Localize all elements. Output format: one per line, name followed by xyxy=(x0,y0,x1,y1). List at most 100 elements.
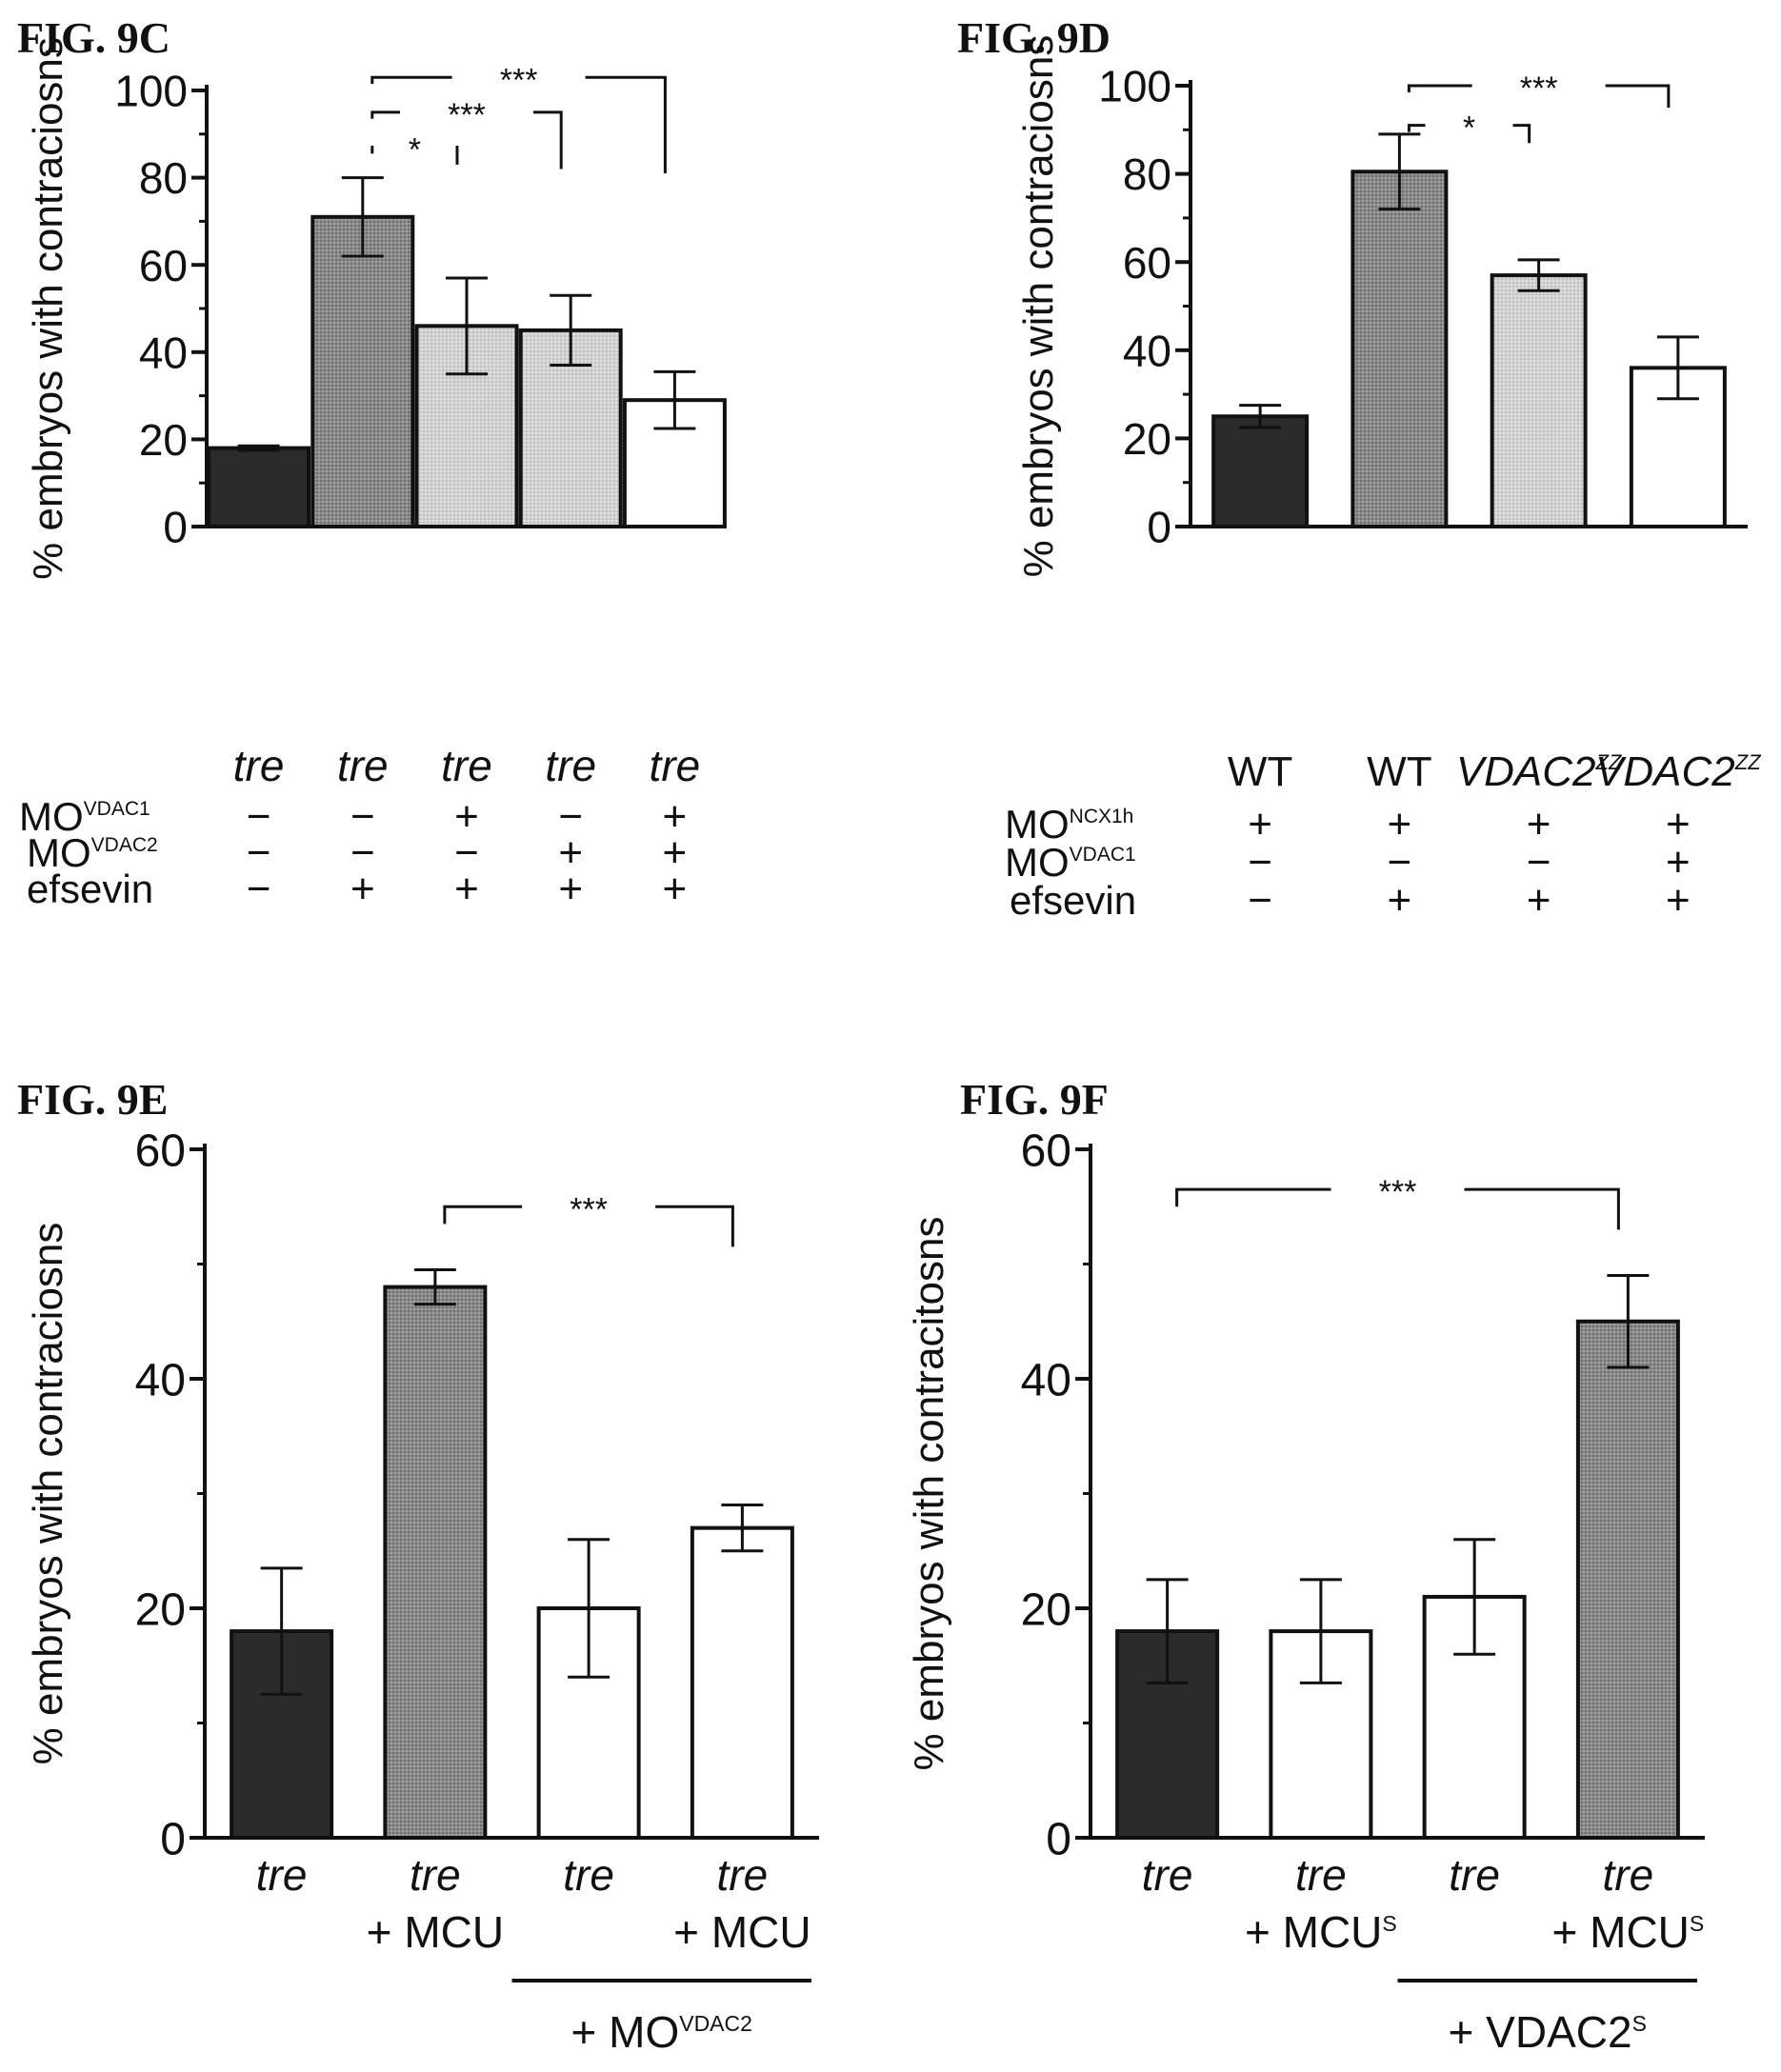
y-axis-label: % embryos with contraciosns xyxy=(25,37,71,580)
significance-bracket xyxy=(370,110,400,119)
condition-sign: + xyxy=(1527,801,1551,847)
significance-bracket xyxy=(455,146,459,165)
y-axis-label: % embryos with contracitosns xyxy=(906,1217,952,1771)
bar xyxy=(1351,169,1449,528)
bar xyxy=(1490,273,1588,528)
significance-label: *** xyxy=(1379,1174,1417,1210)
condition-sign: − xyxy=(350,793,375,840)
significance-bracket xyxy=(370,75,452,85)
condition-row-label: MOVDAC1 xyxy=(19,794,150,839)
x-tick-label: VDAC2ZZ xyxy=(1595,748,1762,795)
condition-sign: + xyxy=(663,829,688,876)
significance-label: * xyxy=(1463,110,1475,147)
y-tick-label: 20 xyxy=(1123,414,1171,464)
significance-label: *** xyxy=(500,62,538,98)
condition-sign: + xyxy=(1388,801,1412,847)
significance-bracket xyxy=(1605,84,1671,109)
significance-bracket xyxy=(585,75,667,174)
condition-row-label: efsevin xyxy=(1010,878,1136,923)
x-tick-label: tre xyxy=(441,741,492,790)
significance-bracket xyxy=(655,1205,734,1247)
x-tick-label: tre xyxy=(717,1850,769,1900)
condition-sign: − xyxy=(350,829,375,876)
condition-sign: + xyxy=(1248,801,1272,847)
bar xyxy=(690,1525,794,1841)
condition-sign: + xyxy=(558,829,583,876)
panel-label: FIG. 9D xyxy=(957,13,1111,62)
y-tick-label: 40 xyxy=(135,1355,186,1405)
panel-label: FIG. 9C xyxy=(17,13,170,62)
x-tick-label: WT xyxy=(1367,748,1431,795)
x-tick-label: tre xyxy=(1603,1850,1654,1900)
significance-bracket xyxy=(1512,124,1531,144)
significance-label: *** xyxy=(448,97,486,133)
significance-label: *** xyxy=(1520,70,1558,107)
condition-sign: − xyxy=(1527,839,1551,886)
x-tick-sublabel: + MCUS xyxy=(1552,1907,1705,1957)
y-tick-label: 0 xyxy=(160,1814,186,1864)
y-tick-label: 60 xyxy=(139,241,188,290)
bar xyxy=(230,1629,334,1840)
y-tick-label: 60 xyxy=(1021,1126,1071,1176)
y-tick-label: 40 xyxy=(1021,1355,1071,1405)
condition-sign: − xyxy=(1248,839,1272,886)
panel-fig-9f: FIG. 9F % embryos with contracitosns 0 20 40… xyxy=(906,1075,1705,2057)
x-tick-sublabel: + MCU xyxy=(367,1907,504,1957)
bar xyxy=(207,446,311,528)
panel-fig-9d: FIG. 9D% embryos with contraciosns 0 20 40 6… xyxy=(957,13,1762,924)
condition-sign: − xyxy=(1248,877,1272,924)
y-tick-label: 40 xyxy=(1123,326,1171,375)
y-tick-label: 60 xyxy=(1123,238,1171,288)
significance-label: * xyxy=(409,132,421,169)
y-tick-label: 20 xyxy=(1021,1584,1071,1635)
x-tick-label: tre xyxy=(650,741,701,790)
condition-sign: − xyxy=(558,793,583,840)
y-tick-label: 40 xyxy=(139,328,188,377)
condition-sign: − xyxy=(1388,839,1412,886)
condition-row-label: MOVDAC1 xyxy=(1005,840,1136,885)
condition-sign: + xyxy=(663,793,688,840)
y-tick-label: 20 xyxy=(139,415,188,465)
x-tick-label: tre xyxy=(256,1850,308,1900)
condition-row-label: MONCX1h xyxy=(1005,802,1133,847)
x-tick-label: tre xyxy=(233,741,285,790)
y-axis-label: % embryos with contraciosns xyxy=(25,1223,71,1765)
condition-sign: + xyxy=(1666,801,1691,847)
y-tick-label: 60 xyxy=(135,1126,186,1176)
x-tick-label: tre xyxy=(563,1850,614,1900)
condition-sign: + xyxy=(558,866,583,912)
significance-bracket xyxy=(443,1205,523,1225)
condition-sign: + xyxy=(663,866,688,912)
condition-sign: + xyxy=(1666,839,1691,886)
x-tick-label: tre xyxy=(545,741,596,790)
condition-row-label: efsevin xyxy=(27,867,153,911)
condition-sign: − xyxy=(247,829,271,876)
x-tick-sublabel: + MCU xyxy=(673,1907,810,1957)
x-tick-label: tre xyxy=(337,741,389,790)
bar xyxy=(310,214,415,528)
condition-sign: + xyxy=(454,793,479,840)
condition-sign: + xyxy=(350,866,375,912)
significance-bracket xyxy=(1175,1187,1331,1207)
x-tick-label: tre xyxy=(1142,1850,1193,1900)
panel-label: FIG. 9E xyxy=(17,1075,168,1124)
bar xyxy=(383,1285,488,1840)
bar xyxy=(1575,1319,1680,1840)
y-tick-label: 100 xyxy=(114,67,188,116)
y-tick-label: 0 xyxy=(1046,1814,1071,1864)
y-tick-label: 0 xyxy=(1147,503,1171,552)
panel-label: FIG. 9F xyxy=(960,1075,1109,1124)
y-tick-label: 20 xyxy=(135,1584,186,1635)
y-tick-label: 80 xyxy=(139,153,188,203)
significance-bracket xyxy=(370,146,374,154)
group-label: + VDAC2S xyxy=(1449,2007,1647,2057)
condition-row-label: MOVDAC2 xyxy=(27,830,158,875)
x-tick-label: VDAC2ZZ xyxy=(1456,748,1623,795)
panel-fig-9e: FIG. 9E % embryos with contraciosns 0 20 40 6… xyxy=(17,1075,819,2057)
x-tick-label: tre xyxy=(1449,1850,1500,1900)
x-tick-label: tre xyxy=(410,1850,461,1900)
y-axis-label: % embryos with contraciosns xyxy=(1015,35,1062,578)
condition-sign: + xyxy=(1527,877,1551,924)
x-tick-sublabel: + MCUS xyxy=(1245,1907,1397,1957)
